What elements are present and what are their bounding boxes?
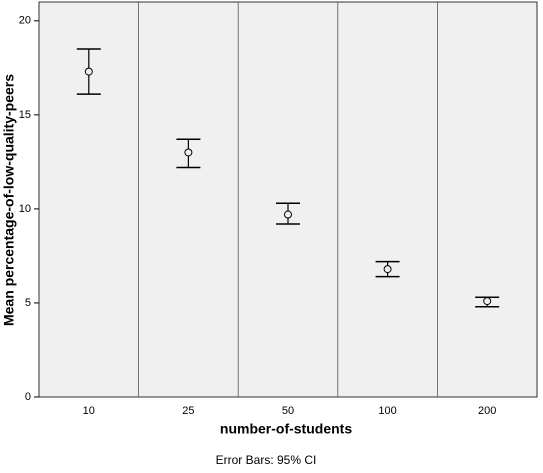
plot-area — [38, 1, 538, 398]
footnote: Error Bars: 95% CI — [216, 453, 317, 467]
x-tick-label: 200 — [478, 405, 496, 417]
y-tick-label: 15 — [19, 109, 31, 121]
y-tick-label: 5 — [25, 297, 31, 309]
y-axis-title: Mean percentage-of-low-quality-peers — [1, 74, 17, 326]
y-tick-label: 10 — [19, 203, 31, 215]
x-tick-label: 10 — [83, 405, 95, 417]
mean-marker — [284, 210, 292, 219]
x-tick-label: 50 — [282, 405, 294, 417]
mean-marker — [84, 67, 93, 76]
x-tick-label: 25 — [182, 405, 194, 417]
mean-marker — [483, 297, 492, 306]
mean-marker — [383, 265, 392, 274]
x-axis-title: number-of-students — [220, 421, 352, 437]
y-tick-label: 0 — [25, 391, 31, 403]
x-tick-label: 100 — [378, 405, 396, 417]
mean-marker — [184, 148, 193, 157]
y-tick-label: 20 — [19, 15, 31, 27]
